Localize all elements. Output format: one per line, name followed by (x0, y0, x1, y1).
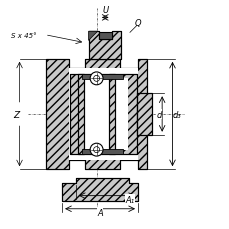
Bar (70, 74, 136, 155)
Bar (79, 79, 127, 150)
Polygon shape (81, 74, 123, 79)
Text: Z: Z (13, 110, 19, 119)
Text: Q: Q (134, 18, 141, 27)
Bar (69, 69, 137, 160)
Text: A₁: A₁ (125, 195, 134, 204)
Circle shape (93, 76, 99, 82)
Bar (70, 74, 136, 155)
Text: A₂: A₂ (96, 111, 105, 120)
Polygon shape (88, 32, 120, 60)
Text: d: d (156, 110, 161, 119)
Circle shape (90, 144, 103, 156)
Circle shape (90, 73, 103, 85)
Text: U: U (102, 6, 108, 15)
Polygon shape (136, 94, 151, 135)
Text: S x 45°: S x 45° (11, 33, 37, 38)
Polygon shape (88, 32, 97, 41)
Polygon shape (46, 60, 147, 169)
Polygon shape (109, 74, 115, 155)
Polygon shape (77, 74, 84, 155)
Text: A: A (97, 208, 103, 217)
Text: B₁: B₁ (100, 95, 109, 104)
Polygon shape (98, 33, 111, 40)
Circle shape (93, 147, 99, 153)
Polygon shape (62, 179, 137, 202)
Text: d₃: d₃ (172, 110, 180, 119)
Polygon shape (81, 150, 123, 155)
